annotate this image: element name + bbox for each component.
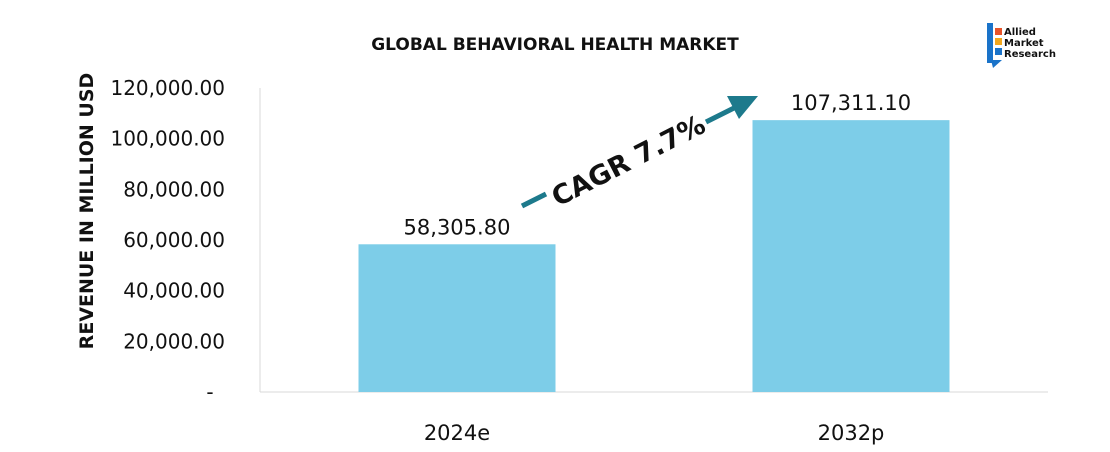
cagr-annotation: CAGR 7.7%: [520, 96, 758, 213]
logo-text-line-1: Allied: [1004, 27, 1036, 38]
y-axis-label: REVENUE IN MILLION USD: [76, 73, 98, 350]
y-tick-label: 20,000.00: [123, 329, 225, 353]
logo-square-1: [995, 28, 1002, 35]
logo-pointer: [991, 60, 1002, 68]
logo-frame: [987, 23, 993, 63]
cagr-arrow-tail: [520, 191, 548, 209]
logo: Allied Market Research: [987, 23, 1056, 68]
cagr-arrow-shaft: [704, 103, 740, 125]
logo-square-3: [995, 48, 1002, 55]
y-tick-label: 80,000.00: [123, 177, 225, 201]
y-tick-label: 60,000.00: [123, 228, 225, 252]
logo-text-line-2: Market: [1004, 38, 1044, 49]
cagr-arrow-head: [727, 96, 758, 119]
bar-2032p: [752, 120, 950, 393]
bars: 58,305.80 2024e 107,311.10 2032p: [358, 91, 950, 445]
y-tick-label: -: [206, 380, 213, 404]
logo-text-line-3: Research: [1004, 49, 1056, 60]
x-tick-label: 2024e: [424, 421, 490, 445]
y-tick-label: 40,000.00: [123, 279, 225, 303]
cagr-label: CAGR 7.7%: [547, 109, 711, 213]
bar-value-label: 58,305.80: [404, 215, 511, 239]
logo-square-2: [995, 38, 1002, 45]
bar-2024e: [358, 244, 556, 392]
y-tick-label: 120,000.00: [110, 76, 225, 100]
y-tick-label: 100,000.00: [110, 127, 225, 151]
y-axis-ticks: - 20,000.00 40,000.00 60,000.00 80,000.00 100…: [110, 76, 225, 404]
chart-title: GLOBAL BEHAVIORAL HEALTH MARKET: [371, 35, 739, 55]
x-tick-label: 2032p: [818, 421, 885, 445]
bar-value-label: 107,311.10: [791, 91, 911, 115]
